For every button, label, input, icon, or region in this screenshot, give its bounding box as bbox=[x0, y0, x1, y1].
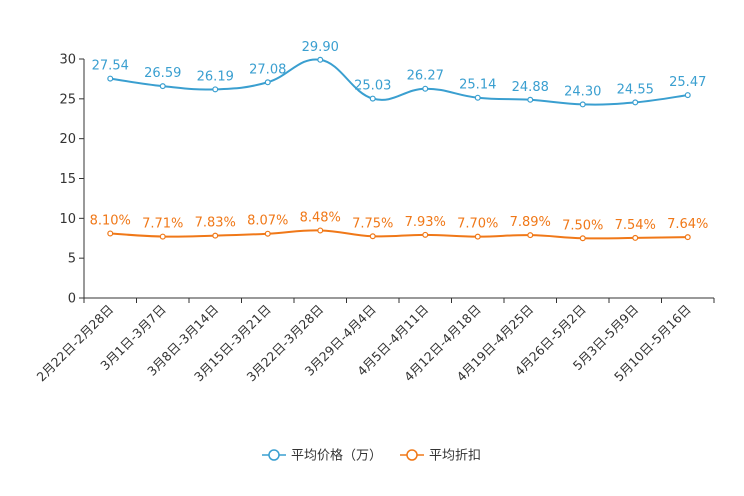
data-point bbox=[159, 233, 166, 240]
data-label: 7.70% bbox=[457, 217, 498, 232]
y-tick-label: 20 bbox=[59, 132, 76, 147]
series-1: 8.10% 7.71% 7.83% 8.07% 8.48% 7.75% 7.93% 7.70%… bbox=[90, 210, 708, 242]
data-label: 7.54% bbox=[615, 218, 656, 233]
data-point bbox=[264, 230, 271, 237]
data-label: 24.55 bbox=[617, 82, 654, 97]
y-tick-label: 25 bbox=[59, 92, 76, 107]
data-label: 7.83% bbox=[195, 216, 236, 231]
data-label: 7.75% bbox=[352, 216, 393, 231]
data-point bbox=[684, 234, 691, 241]
data-point bbox=[317, 56, 324, 63]
data-label: 7.93% bbox=[405, 215, 446, 230]
data-point bbox=[107, 230, 114, 237]
data-label: 24.88 bbox=[512, 80, 549, 95]
data-point bbox=[264, 79, 271, 86]
data-point bbox=[369, 233, 376, 240]
data-point bbox=[527, 96, 534, 103]
y-tick-label: 10 bbox=[59, 212, 76, 227]
data-point bbox=[474, 233, 481, 240]
data-point bbox=[632, 234, 639, 241]
data-label: 25.03 bbox=[354, 79, 391, 94]
y-tick-label: 30 bbox=[59, 53, 76, 68]
legend: 平均价格（万） 平均折扣 bbox=[262, 448, 481, 464]
x-axis: 2月22日-2月28日3月1日-3月7日3月8日-3月14日3月15日-3月21… bbox=[33, 297, 715, 385]
data-label: 8.48% bbox=[300, 210, 341, 225]
data-point bbox=[212, 232, 219, 239]
data-label: 8.07% bbox=[247, 214, 288, 229]
legend-marker-icon bbox=[268, 449, 280, 461]
legend-marker-icon bbox=[406, 449, 418, 461]
data-label: 7.64% bbox=[667, 217, 708, 232]
data-point bbox=[579, 235, 586, 242]
data-label: 7.50% bbox=[562, 218, 603, 233]
y-tick-label: 5 bbox=[68, 252, 76, 267]
data-label: 7.71% bbox=[142, 217, 183, 232]
data-point bbox=[317, 227, 324, 234]
data-label: 25.47 bbox=[669, 75, 706, 90]
data-label: 27.54 bbox=[92, 59, 129, 74]
data-point bbox=[422, 85, 429, 92]
legend-label: 平均折扣 bbox=[429, 449, 481, 464]
series-line bbox=[110, 229, 688, 240]
data-label: 26.27 bbox=[407, 69, 444, 84]
data-point bbox=[422, 231, 429, 238]
legend-item-0: 平均价格（万） bbox=[262, 448, 382, 464]
data-point bbox=[632, 99, 639, 106]
data-label: 27.08 bbox=[249, 62, 286, 77]
data-label: 8.10% bbox=[90, 213, 131, 228]
data-label: 25.14 bbox=[459, 78, 496, 93]
data-point bbox=[212, 86, 219, 93]
data-label: 26.19 bbox=[197, 69, 234, 84]
y-axis: 0 5 10 15 20 25 30 bbox=[59, 53, 85, 307]
y-tick-label: 0 bbox=[68, 292, 76, 307]
data-label: 29.90 bbox=[302, 40, 339, 55]
data-label: 26.59 bbox=[144, 66, 181, 81]
data-point bbox=[159, 83, 166, 90]
data-point bbox=[684, 92, 691, 99]
data-point bbox=[369, 95, 376, 102]
data-label: 7.89% bbox=[510, 215, 551, 230]
data-point bbox=[474, 94, 481, 101]
data-point bbox=[579, 101, 586, 108]
series-layer: 27.54 26.59 26.19 27.08 29.90 25.03 26.27 25.14… bbox=[90, 40, 708, 242]
legend-label: 平均价格（万） bbox=[291, 448, 382, 464]
series-0: 27.54 26.59 26.19 27.08 29.90 25.03 26.27 25.14… bbox=[92, 40, 706, 108]
x-tick-label: 2月22日-2月28日 bbox=[33, 302, 116, 385]
y-tick-label: 15 bbox=[59, 172, 76, 187]
data-point bbox=[107, 75, 114, 82]
data-point bbox=[527, 232, 534, 239]
legend-item-1: 平均折扣 bbox=[400, 449, 481, 464]
data-label: 24.30 bbox=[564, 84, 601, 99]
